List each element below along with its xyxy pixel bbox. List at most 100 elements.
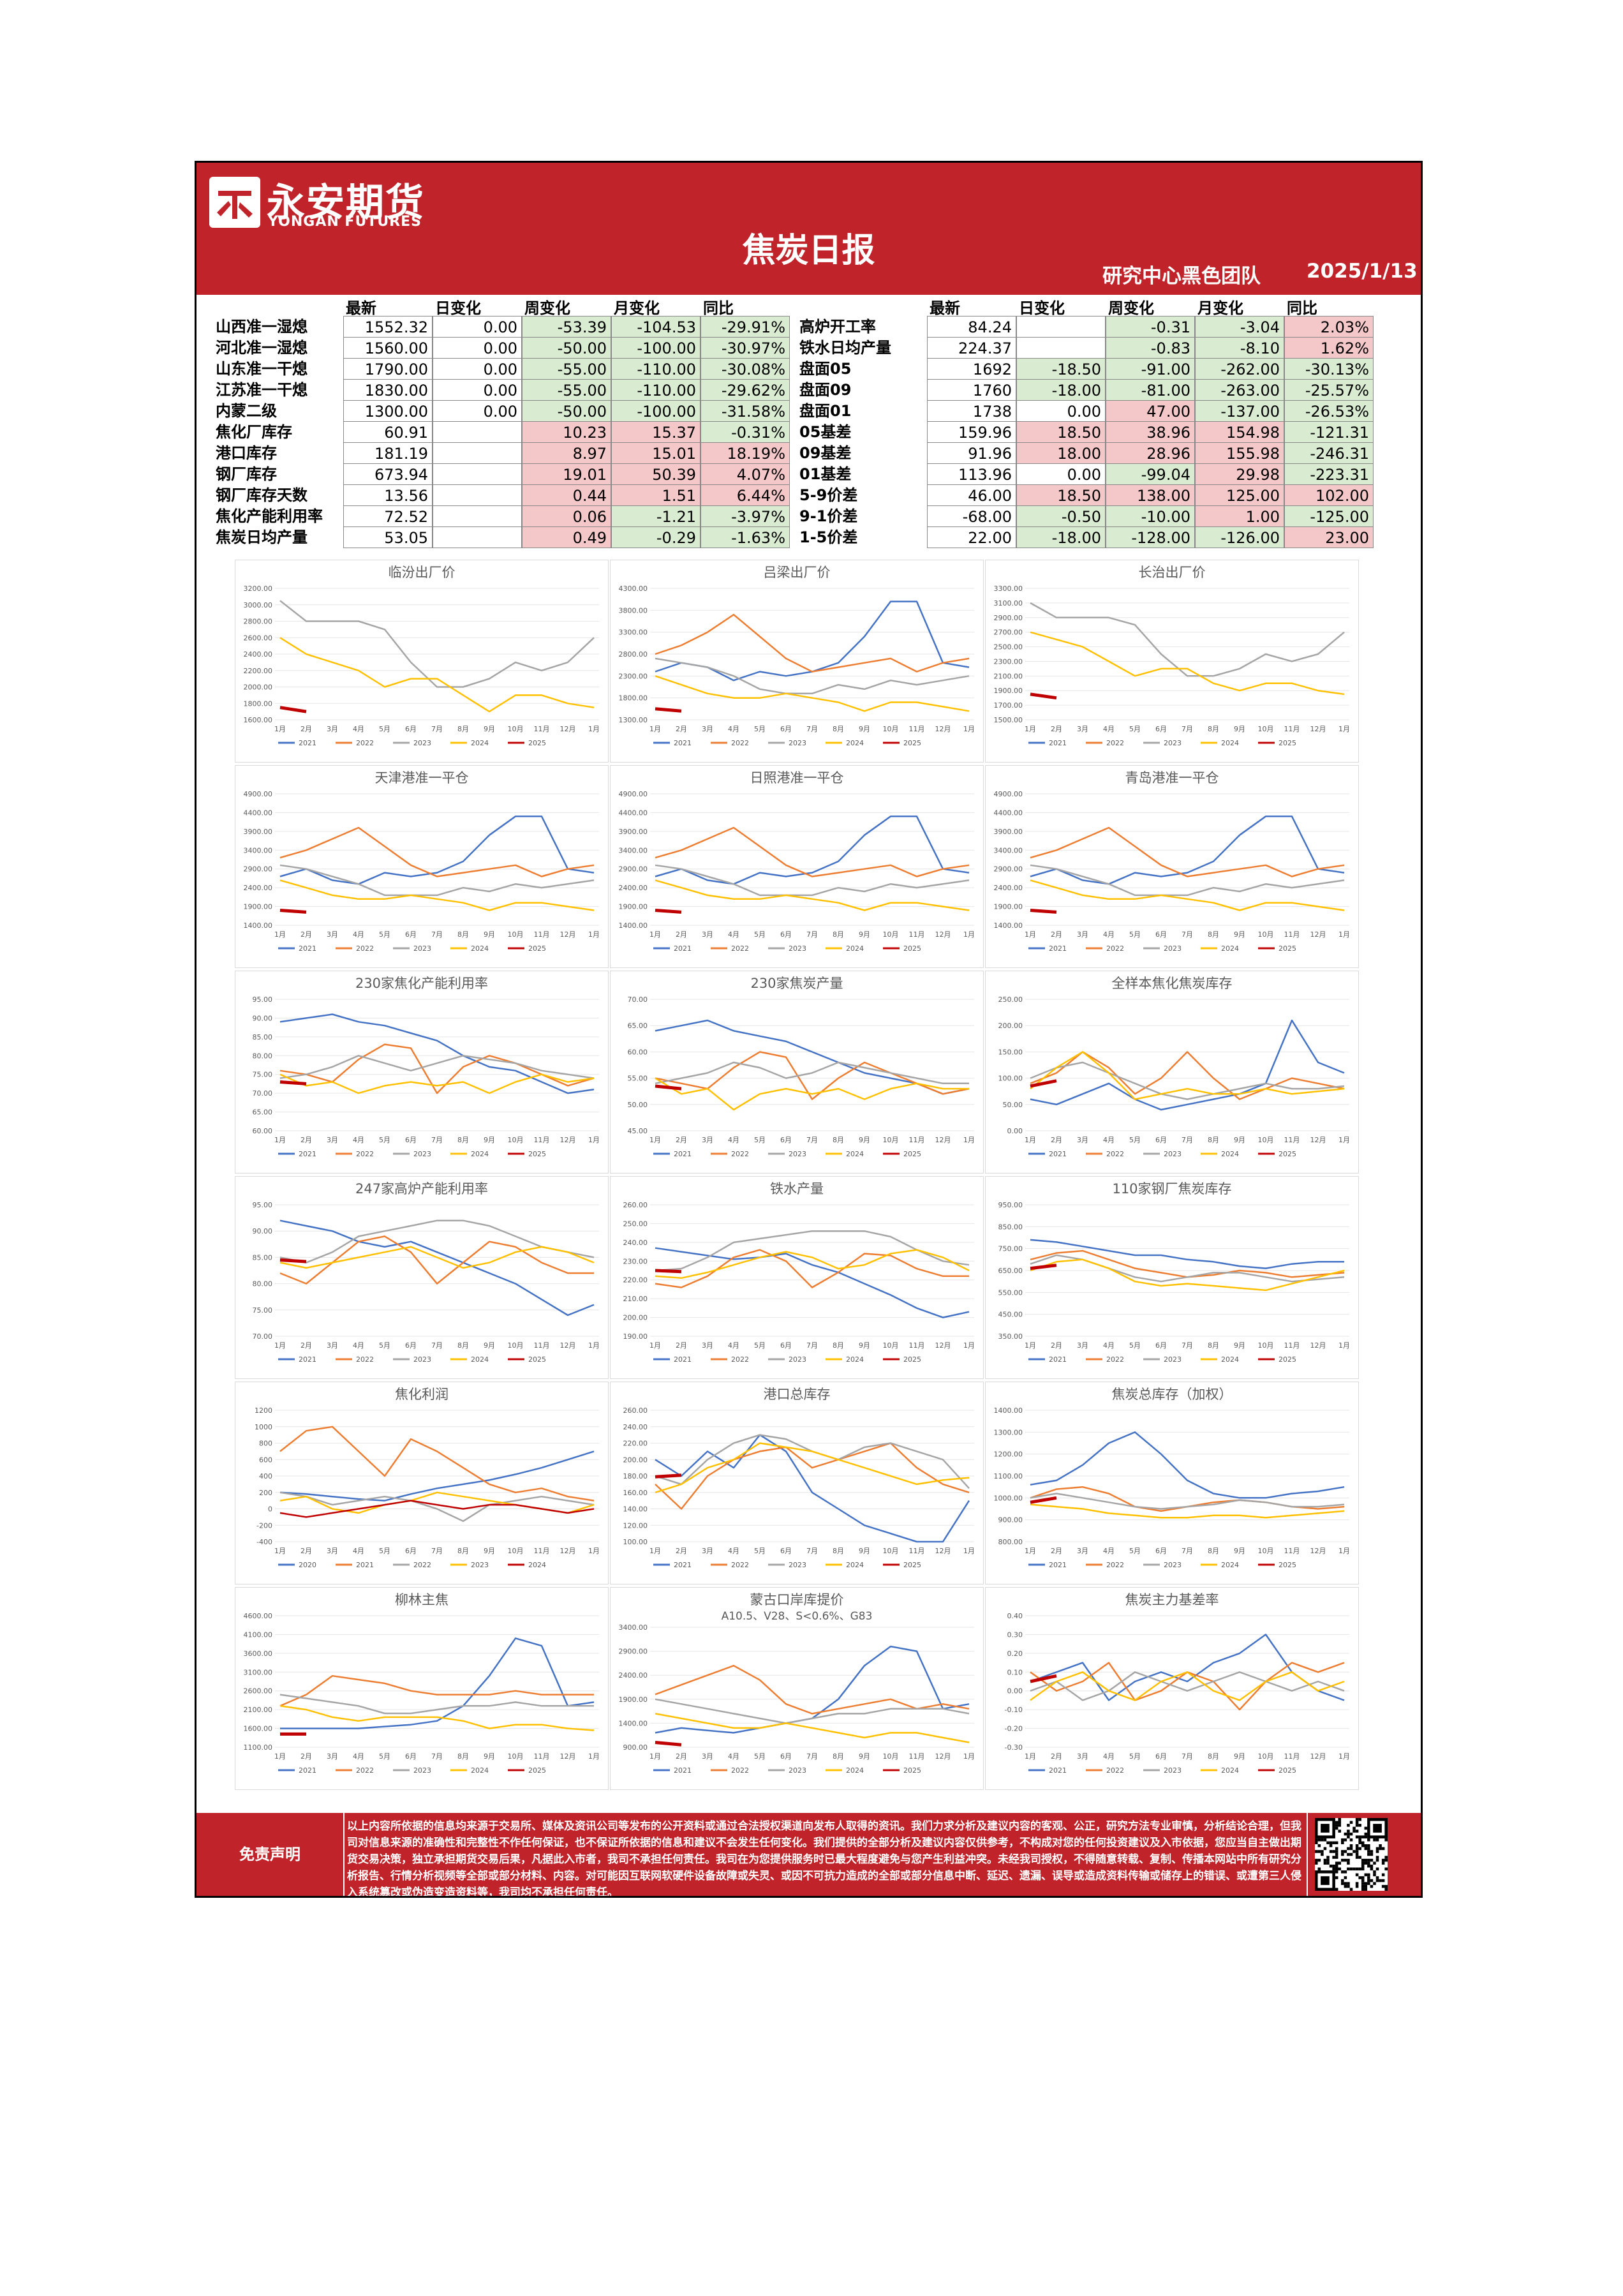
legend-label: 2023 [413,1766,431,1775]
y-tick-label: 150.00 [998,1048,1023,1056]
right-table-cell-week: 28.96 [1106,442,1195,464]
left-table-cell-yoy: -30.97% [700,337,790,359]
x-tick-label: 8月 [1208,930,1219,939]
y-tick-label: 2300.00 [619,672,648,680]
left-table-row-label: 河北准一湿熄 [216,339,308,357]
y-tick-label: 3400.00 [244,846,273,854]
chart-7: 230家焦化产能利用率 95.00 90.00 85.00 80.00 75.00 70.0… [235,971,609,1174]
left-table-cell-week: 0.44 [522,484,611,506]
left-table-cell-month: 1.51 [611,484,700,506]
chart-8: 230家焦炭产量 70.00 65.00 60.00 55.00 50.00 45.00 1月… [610,971,984,1174]
series-line-2024 [279,1073,595,1094]
x-tick-label: 3月 [1077,930,1088,939]
right-table-cell-day: 18.50 [1016,484,1106,506]
left-table-cell-day: 0.00 [433,316,522,338]
right-table-cell-day: -18.50 [1016,358,1106,380]
y-tick-label: 900.00 [623,1743,648,1752]
left-table-cell-week: 8.97 [522,442,611,464]
y-tick-label: 1000.00 [994,1494,1023,1502]
x-tick-label: 11月 [534,1136,550,1144]
series-line-2021 [279,1219,595,1316]
x-tick-label: 3月 [702,1752,713,1761]
x-tick-label: 12月 [935,930,951,939]
right-table-cell-yoy: 102.00 [1284,484,1374,506]
y-tick-label: 4600.00 [244,1612,273,1620]
legend-label: 2022 [1106,739,1124,747]
x-tick-label: 8月 [833,1136,844,1144]
report: 永安期货 YONGAN FUTURES 焦炭日报 研究中心黑色团队 2025/1… [195,161,1423,1898]
legend-label: 2021 [674,1355,692,1364]
left-table-cell-yoy: 6.44% [700,484,790,506]
y-tick-label: 1400.00 [619,921,648,930]
x-tick-label: 1月 [274,725,286,733]
x-tick-label: 1月 [1338,1752,1350,1761]
x-tick-label: 7月 [1182,930,1193,939]
right-table-row-label: 盘面05 [799,360,852,378]
y-tick-label: 2400.00 [994,884,1023,892]
y-tick-label: 70.00 [628,995,648,1004]
series-line-2024 [655,1442,970,1493]
y-tick-label: 3300.00 [994,585,1023,593]
y-tick-label: 260.00 [623,1406,648,1415]
legend-label: 2025 [903,1561,921,1569]
right-table-cell-week: 138.00 [1106,484,1195,506]
right-table-cell-week: -0.83 [1106,337,1195,359]
left-table-cell-latest: 673.94 [343,463,433,485]
x-tick-label: 11月 [1284,930,1300,939]
x-tick-label: 6月 [780,1136,792,1144]
series-line-2024 [279,637,595,713]
x-tick-label: 5月 [1129,1341,1141,1350]
legend-label: 2021 [356,1561,374,1569]
legend-label: 2023 [789,1355,806,1364]
x-tick-label: 9月 [484,1547,495,1555]
series-line-2023 [1030,1061,1345,1100]
x-tick-label: 1月 [1338,1136,1350,1144]
x-tick-label: 9月 [859,1547,870,1555]
x-tick-label: 5月 [754,725,766,733]
left-table-cell-week: 0.49 [522,526,611,548]
chart-svg: 临汾出厂价 3200.00 3000.00 2800.00 2600.00 2400.00… [244,565,600,747]
legend-label: 2024 [471,1150,489,1158]
series-line-2024 [279,879,595,911]
right-table-cell-day: 0.00 [1016,463,1106,485]
chart-title: 焦化利润 [395,1387,448,1402]
right-table-cell-day: 0.00 [1016,400,1106,422]
x-tick-label: 8月 [833,725,844,733]
x-tick-label: 12月 [935,1136,951,1144]
x-tick-label: 12月 [560,1547,576,1555]
series-line-2023 [279,864,595,897]
y-tick-label: 4400.00 [619,809,648,817]
legend-label: 2022 [356,1355,374,1364]
left-table-cell-week: 10.23 [522,421,611,443]
legend-label: 2021 [299,1355,316,1364]
left-table-cell-day: 0.00 [433,337,522,359]
right-table-row-label: 盘面09 [799,381,852,399]
x-tick-label: 7月 [1182,1136,1193,1144]
y-tick-label: 1900.00 [619,903,648,911]
right-table-cell-yoy: 2.03% [1284,316,1374,338]
legend-label: 2024 [471,944,489,953]
right-table-cell-day: -18.00 [1016,526,1106,548]
x-tick-label: 11月 [534,725,550,733]
x-tick-label: 5月 [379,930,390,939]
legend-label: 2023 [789,1150,806,1158]
y-tick-label: 2700.00 [994,629,1023,637]
right-table-cell-latest: 22.00 [927,526,1016,548]
x-tick-label: 3月 [1077,725,1088,733]
right-table-header-1: 日变化 [1019,299,1065,317]
y-tick-label: -0.10 [1005,1706,1023,1714]
y-tick-label: 3900.00 [994,828,1023,836]
chart-title: 230家焦化产能利用率 [355,976,488,991]
series-line-2024 [1030,1503,1345,1519]
x-tick-label: 7月 [431,1341,443,1350]
chart-subtitle: A10.5、V28、S<0.6%、G83 [722,1610,873,1623]
left-table-cell-week: 19.01 [522,463,611,485]
x-tick-label: 9月 [484,725,495,733]
left-table-cell-latest: 60.91 [343,421,433,443]
x-tick-label: 12月 [935,1752,951,1761]
y-tick-label: 4300.00 [619,585,648,593]
legend-label: 2022 [731,944,749,953]
left-table-cell-month: -100.00 [611,400,700,422]
chart-svg: 247家高炉产能利用率 95.00 90.00 85.00 80.00 75.00 70.0… [253,1181,600,1364]
legend-label: 2021 [674,1766,692,1775]
